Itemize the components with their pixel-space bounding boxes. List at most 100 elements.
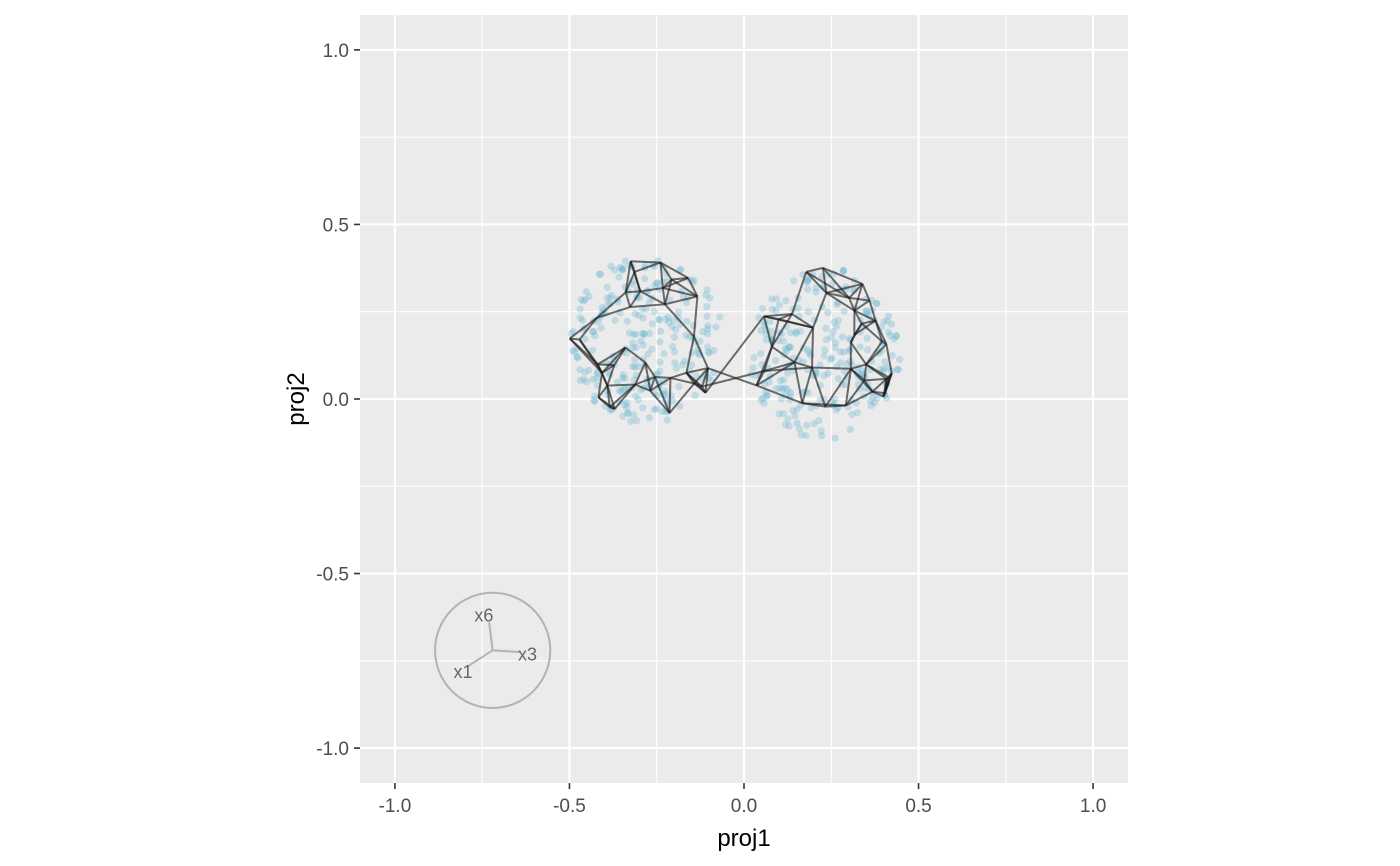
data-point xyxy=(824,369,832,377)
data-point xyxy=(651,281,659,290)
data-point xyxy=(750,353,758,362)
mesh-edge xyxy=(664,303,695,338)
data-point xyxy=(820,352,828,360)
data-point xyxy=(804,277,812,285)
mesh-edge xyxy=(756,384,803,405)
data-point xyxy=(634,396,642,404)
mesh-edge xyxy=(791,271,808,315)
data-point xyxy=(839,266,847,274)
mesh-edge xyxy=(863,364,868,381)
data-point xyxy=(692,372,700,380)
mesh-edge xyxy=(649,390,671,414)
data-point xyxy=(621,374,629,383)
data-point xyxy=(848,410,856,419)
data-point xyxy=(585,292,593,301)
data-point xyxy=(613,378,622,386)
data-point xyxy=(590,396,598,404)
mesh-edge xyxy=(762,316,773,347)
data-point xyxy=(757,350,765,358)
data-point xyxy=(675,382,683,391)
data-point xyxy=(786,389,795,397)
data-point xyxy=(655,315,663,324)
data-point xyxy=(573,353,581,361)
mesh-edge xyxy=(868,300,877,321)
mesh-edge xyxy=(824,368,852,408)
mesh-edge xyxy=(597,363,615,367)
mesh-edge xyxy=(864,377,887,382)
data-point xyxy=(834,374,842,383)
data-point xyxy=(776,377,785,385)
data-point xyxy=(828,354,836,362)
data-point xyxy=(576,376,584,384)
mesh-edge xyxy=(707,367,757,387)
mesh-edge xyxy=(791,313,814,329)
mesh-edge xyxy=(597,372,603,398)
mesh-edge xyxy=(671,278,698,298)
mesh-edge xyxy=(670,371,687,379)
data-point xyxy=(581,335,589,343)
data-point xyxy=(781,384,789,392)
data-point xyxy=(863,334,871,342)
data-point xyxy=(795,425,803,433)
data-point xyxy=(650,389,658,398)
mesh-edge xyxy=(692,296,699,337)
data-point xyxy=(576,366,584,374)
data-point xyxy=(762,336,771,344)
axes-guide-line xyxy=(492,649,521,654)
data-point xyxy=(615,273,623,281)
data-point xyxy=(821,346,829,354)
data-point xyxy=(656,358,664,366)
data-point xyxy=(840,348,848,356)
data-point xyxy=(615,387,623,395)
mesh-edge xyxy=(805,271,850,299)
mesh-edge xyxy=(853,310,863,325)
data-point xyxy=(766,317,774,325)
mesh-edge xyxy=(634,362,647,385)
data-point xyxy=(595,270,603,278)
data-point xyxy=(623,398,631,407)
data-point xyxy=(619,264,627,272)
data-point xyxy=(804,346,812,354)
mesh-edge xyxy=(812,292,828,329)
y-axis-title: proj2 xyxy=(283,372,310,425)
data-point xyxy=(831,434,839,442)
mesh-edge xyxy=(630,260,661,264)
data-point xyxy=(817,427,825,435)
mesh-edge xyxy=(639,290,666,306)
data-point xyxy=(682,299,691,307)
axes-guide-circle xyxy=(434,591,552,709)
mesh-edge xyxy=(863,379,874,393)
data-point xyxy=(671,348,679,356)
data-point xyxy=(759,394,767,402)
mesh-edge xyxy=(848,297,856,312)
data-point xyxy=(791,412,799,420)
data-point xyxy=(669,397,677,405)
data-point xyxy=(683,317,691,325)
data-point xyxy=(779,409,788,418)
mesh-edge xyxy=(629,290,642,308)
data-point xyxy=(895,355,904,364)
data-point xyxy=(577,296,585,304)
data-point xyxy=(776,384,784,392)
data-point xyxy=(820,372,828,380)
mesh-edge xyxy=(826,291,850,299)
data-point xyxy=(830,318,838,326)
data-point xyxy=(642,305,650,313)
data-point xyxy=(589,375,597,384)
data-point xyxy=(892,332,901,340)
data-point xyxy=(581,368,589,376)
data-point xyxy=(668,322,676,331)
data-point xyxy=(699,327,707,336)
mesh-edge xyxy=(764,366,813,373)
mesh-edge xyxy=(853,283,864,311)
data-point xyxy=(671,359,679,367)
data-point xyxy=(758,304,767,313)
data-point xyxy=(818,432,826,440)
data-point xyxy=(579,297,588,305)
y-tick-label: -1.0 xyxy=(316,739,349,760)
mesh-edge xyxy=(624,291,632,308)
data-point xyxy=(873,394,881,402)
mesh-edge xyxy=(822,267,850,299)
data-point xyxy=(783,369,792,378)
data-point xyxy=(618,374,627,382)
